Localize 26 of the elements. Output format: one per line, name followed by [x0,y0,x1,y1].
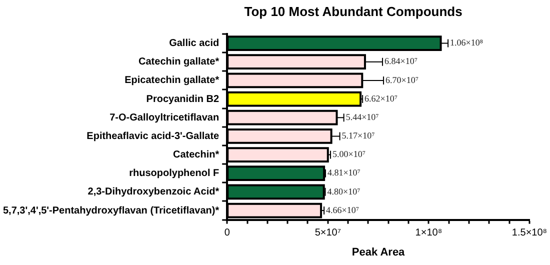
y-tick-label: Gallic acid [169,38,220,50]
y-tick-label: Catechin gallate* [138,56,220,68]
x-tick-label: 1×10⁸ [415,228,442,239]
data-label: 6.84×10⁷ [384,56,418,66]
data-label: 4.81×10⁷ [327,168,360,178]
x-tick-label: 5×10⁷ [314,228,342,239]
x-tick-label: 1.5×10⁸ [512,228,548,239]
y-tick-label: rhusopolyphenol F [129,168,220,180]
data-label: 6.62×10⁷ [364,93,398,104]
data-label: 4.66×10⁷ [326,204,360,215]
data-label: 6.70×10⁷ [386,74,418,85]
y-tick-label: Procyanidin B2 [146,94,220,105]
y-tick-label: Epitheaflavic acid-3'-Gallate [86,130,220,142]
data-label: 1.06×10⁸ [450,38,483,48]
x-axis-title: Peak Area [352,246,406,258]
y-tick-label: 7-O-Galloyltricetiflavan [110,112,220,124]
y-tick-label: 2,3-Dihydroxybenzoic Acid* [88,186,220,198]
chart-title: Top 10 Most Abundant Compounds [244,4,462,20]
y-tick-label: Catechin* [172,150,220,161]
x-tick-label: 0 [224,228,230,239]
data-label: 4.80×10⁷ [327,186,360,196]
data-label: 5.44×10⁷ [346,112,379,122]
data-label: 5.17×10⁷ [342,130,375,141]
y-tick-label: 5,7,3',4',5'-Pentahydroxyflavan (Tricetiflavan)* [3,205,220,216]
data-label: 5.00×10⁷ [332,149,366,160]
y-tick-label: Epicatechin gallate* [124,75,220,86]
